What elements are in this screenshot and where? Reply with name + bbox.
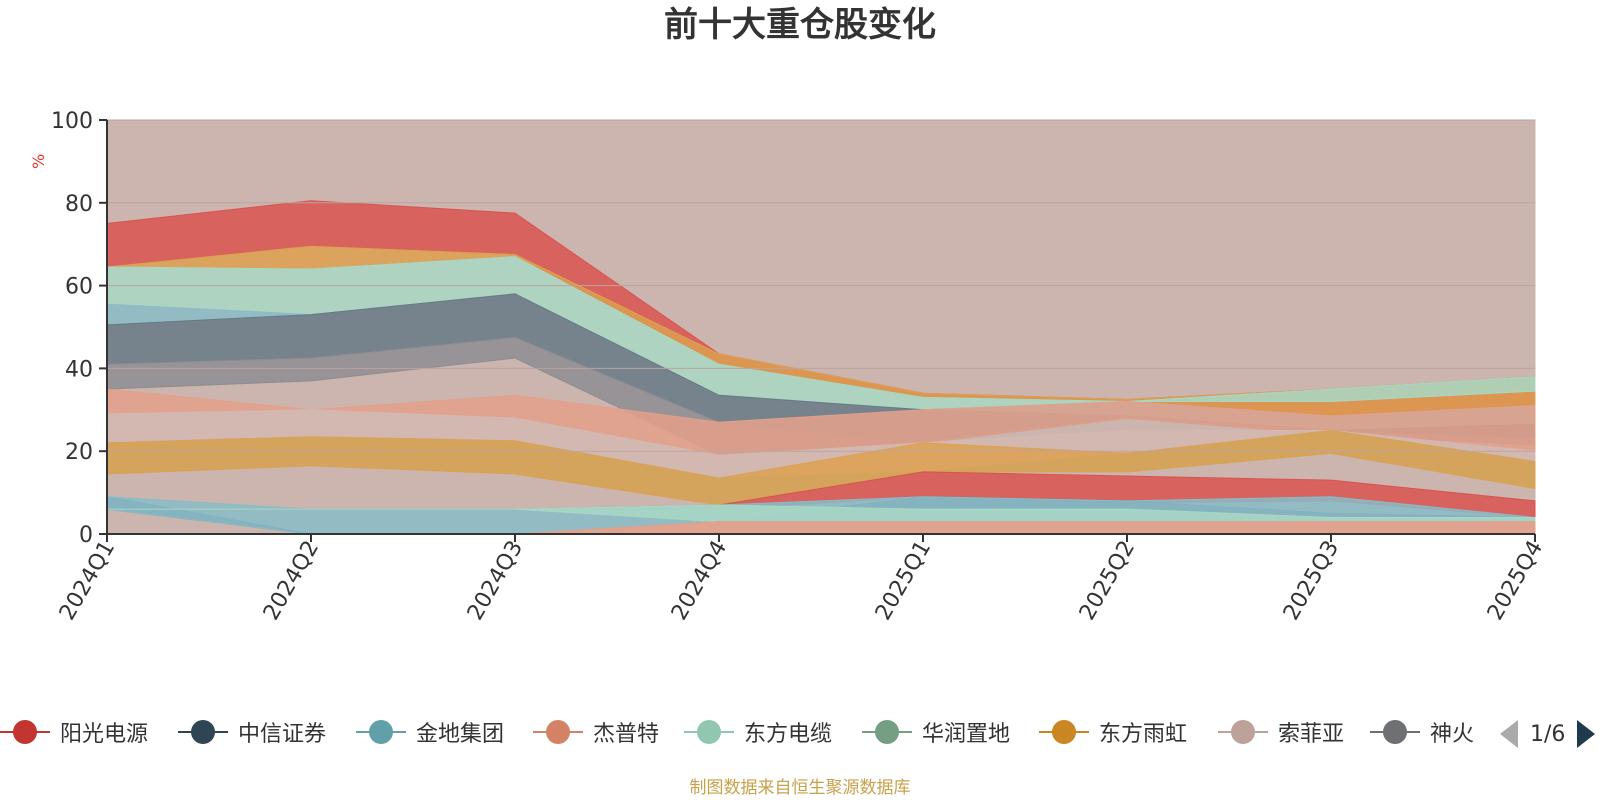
- chart-bands: 背景(其他)阳光电源东方雨虹东方电缆金地集团中信证券神火股份杰普特索菲亚华润置地…: [106, 119, 1536, 535]
- area-chart: 背景(其他)阳光电源东方雨虹东方电缆金地集团中信证券神火股份杰普特索菲亚华润置地…: [29, 109, 1548, 625]
- data-source-note: 制图数据来自恒生聚源数据库: [689, 778, 911, 798]
- x-tick-label: 2024Q1: [55, 537, 120, 625]
- next-page-icon[interactable]: [1577, 720, 1596, 748]
- legend-label: 中信证券: [238, 722, 327, 747]
- legend-marker-icon: [0, 719, 50, 745]
- legend-label: 金地集团: [416, 722, 505, 747]
- legend-item[interactable]: 杰普特: [533, 712, 659, 752]
- x-tick-label: 2024Q2: [259, 537, 324, 625]
- legend-label: 东方雨虹: [1099, 722, 1188, 747]
- legend-marker-icon: [178, 719, 228, 745]
- previous-page-icon[interactable]: [1500, 720, 1518, 748]
- x-tick-label: 2025Q4: [1483, 537, 1548, 625]
- legend-marker-icon: [1218, 719, 1268, 745]
- chart-gridlines: [107, 119, 1535, 452]
- legend-label: 索菲亚: [1278, 722, 1345, 747]
- legend-label: 神火股份: [1430, 722, 1475, 747]
- legend: 阳光电源 中信证券 金地集团 杰普特 东方电缆 华润置地 东方雨虹 索菲亚 神火股份: [0, 712, 1600, 752]
- x-tick-label: 2025Q1: [871, 537, 936, 625]
- legend-marker-icon: [356, 719, 406, 745]
- y-tick-label: 20: [65, 440, 93, 465]
- legend-item[interactable]: 金地集团: [356, 712, 504, 752]
- x-tick-label: 2024Q3: [463, 537, 528, 625]
- legend-label: 华润置地: [922, 722, 1011, 747]
- chart-title: 前十大重仓股变化: [664, 5, 936, 45]
- legend-marker-icon: [1370, 719, 1420, 745]
- y-tick-label: 0: [79, 523, 93, 548]
- area-band[interactable]: 东方电缆(下): [107, 504, 1536, 523]
- legend-label: 东方电缆: [744, 722, 833, 747]
- legend-item[interactable]: 东方电缆: [684, 712, 832, 752]
- legend-item[interactable]: 索菲亚: [1218, 712, 1344, 752]
- legend-page-number: 1/6: [1530, 721, 1566, 747]
- legend-item[interactable]: 神火股份: [1370, 712, 1475, 752]
- y-axis-unit: %: [29, 154, 48, 169]
- legend-item[interactable]: 华润置地: [862, 712, 1010, 752]
- y-tick-label: 60: [65, 275, 93, 300]
- x-tick-label: 2025Q2: [1075, 537, 1140, 625]
- area-band[interactable]: 东方雨虹(下): [106, 429, 1536, 506]
- legend-item[interactable]: 中信证券: [178, 712, 326, 752]
- legend-items: 阳光电源 中信证券 金地集团 杰普特 东方电缆 华润置地 东方雨虹 索菲亚 神火股份: [0, 712, 1475, 752]
- legend-marker-icon: [684, 719, 734, 745]
- x-tick-label: 2024Q4: [667, 537, 732, 625]
- legend-item[interactable]: 阳光电源: [0, 712, 148, 752]
- legend-item[interactable]: 东方雨虹: [1039, 712, 1187, 752]
- legend-marker-icon: [1039, 719, 1089, 745]
- legend-label: 杰普特: [593, 722, 660, 747]
- y-tick-label: 40: [65, 357, 93, 382]
- legend-pager: 1/6: [1500, 719, 1596, 749]
- x-tick-label: 2025Q3: [1279, 537, 1344, 625]
- y-tick-label: 80: [65, 192, 93, 217]
- legend-marker-icon: [862, 719, 912, 745]
- y-tick-label: 100: [51, 109, 93, 134]
- legend-marker-icon: [533, 719, 583, 745]
- legend-label: 阳光电源: [60, 722, 149, 747]
